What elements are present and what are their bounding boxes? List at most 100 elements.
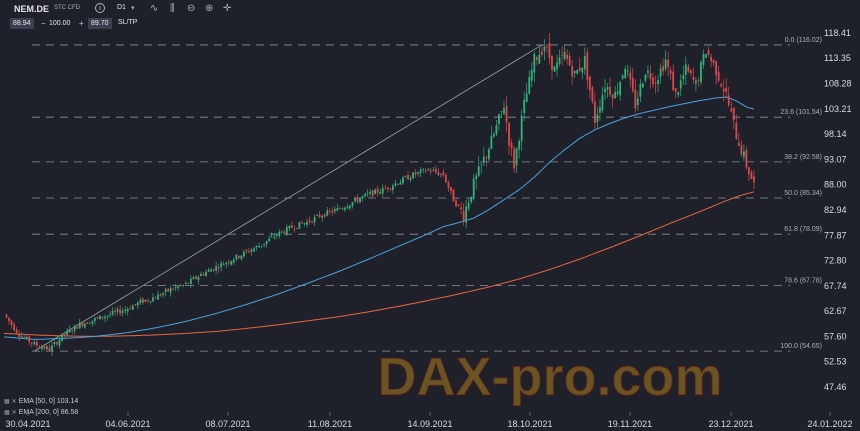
candle[interactable]: [616, 82, 619, 97]
candle[interactable]: [164, 287, 167, 297]
candle[interactable]: [227, 259, 230, 266]
candle[interactable]: [81, 321, 84, 329]
candle[interactable]: [349, 204, 351, 211]
candle[interactable]: [167, 288, 170, 293]
candle[interactable]: [18, 329, 21, 342]
candle[interactable]: [66, 328, 69, 337]
candle[interactable]: [546, 43, 548, 53]
line-chart-icon[interactable]: ∿: [150, 3, 159, 14]
candle[interactable]: [15, 327, 18, 336]
candle[interactable]: [530, 62, 533, 88]
candle[interactable]: [551, 55, 553, 80]
candle[interactable]: [207, 267, 210, 273]
candle[interactable]: [515, 146, 518, 174]
candle[interactable]: [374, 188, 377, 195]
candle[interactable]: [737, 133, 740, 146]
ema-200-legend[interactable]: ▦ ✕ EMA [200, 0] 86.58: [4, 409, 78, 416]
candle[interactable]: [232, 257, 235, 265]
candle[interactable]: [722, 79, 725, 102]
candle[interactable]: [174, 283, 177, 292]
candle[interactable]: [442, 168, 445, 178]
candle[interactable]: [389, 187, 392, 192]
candle[interactable]: [654, 75, 657, 94]
crosshair-icon[interactable]: ✛: [223, 3, 232, 14]
candle[interactable]: [283, 229, 286, 235]
candle[interactable]: [566, 49, 569, 65]
candle[interactable]: [134, 303, 137, 307]
candle[interactable]: [139, 297, 142, 305]
candle[interactable]: [715, 60, 718, 85]
candle[interactable]: [487, 147, 490, 163]
candle[interactable]: [162, 292, 164, 298]
candle[interactable]: [745, 146, 748, 171]
candle[interactable]: [596, 106, 599, 129]
candle[interactable]: [149, 300, 152, 305]
candle[interactable]: [106, 315, 109, 321]
candle[interactable]: [581, 67, 584, 80]
candle[interactable]: [480, 163, 483, 174]
candle[interactable]: [242, 249, 245, 259]
fib-trend-line[interactable]: [34, 44, 543, 352]
candle[interactable]: [346, 203, 349, 210]
candle[interactable]: [20, 332, 23, 339]
candle[interactable]: [278, 229, 281, 239]
candle[interactable]: [159, 292, 162, 297]
candle[interactable]: [439, 173, 442, 178]
candle[interactable]: [46, 344, 48, 351]
candle[interactable]: [571, 60, 574, 85]
candle[interactable]: [311, 220, 313, 224]
bid-price-button[interactable]: 88.94: [10, 18, 34, 29]
candle[interactable]: [364, 192, 367, 199]
candle[interactable]: [303, 222, 306, 227]
candle[interactable]: [523, 91, 526, 121]
candle[interactable]: [270, 232, 273, 238]
candle[interactable]: [321, 214, 324, 222]
candle[interactable]: [250, 247, 253, 256]
candle[interactable]: [556, 54, 558, 77]
candle[interactable]: [116, 306, 119, 316]
candle[interactable]: [399, 179, 402, 185]
candle[interactable]: [568, 52, 571, 67]
candle[interactable]: [177, 285, 180, 292]
candle[interactable]: [614, 86, 617, 99]
candle[interactable]: [215, 261, 218, 275]
candle[interactable]: [588, 76, 591, 100]
candle[interactable]: [38, 344, 41, 348]
candle[interactable]: [705, 53, 707, 59]
settings-icon[interactable]: ▦: [4, 410, 10, 416]
candle[interactable]: [313, 214, 316, 226]
candle[interactable]: [189, 275, 192, 288]
candle[interactable]: [273, 232, 276, 240]
candle[interactable]: [391, 183, 394, 194]
candle[interactable]: [68, 325, 71, 334]
candle[interactable]: [727, 86, 730, 108]
sl-tp-button[interactable]: SL/TP: [118, 19, 138, 26]
candle[interactable]: [634, 79, 637, 114]
candle[interactable]: [697, 77, 700, 87]
candle[interactable]: [222, 261, 225, 266]
ask-price-button[interactable]: 89.70: [88, 18, 112, 29]
symbol-label[interactable]: NEM.DE: [14, 4, 50, 14]
candle[interactable]: [558, 49, 561, 67]
candle[interactable]: [725, 78, 728, 99]
candle[interactable]: [510, 138, 513, 157]
candle[interactable]: [248, 247, 250, 254]
candle[interactable]: [394, 180, 397, 188]
candle[interactable]: [40, 344, 43, 352]
candle[interactable]: [371, 189, 374, 199]
candle[interactable]: [336, 203, 339, 212]
candle[interactable]: [402, 175, 404, 185]
candle[interactable]: [636, 91, 639, 111]
candle[interactable]: [467, 199, 470, 212]
candle[interactable]: [306, 218, 308, 228]
quantity-input[interactable]: 100.00: [49, 20, 71, 27]
settings-icon[interactable]: ▦: [4, 399, 10, 405]
candle[interactable]: [104, 314, 106, 323]
candle[interactable]: [447, 180, 450, 192]
candle[interactable]: [424, 168, 427, 173]
candle[interactable]: [83, 322, 86, 329]
indicators-icon[interactable]: ⫼: [170, 3, 175, 14]
candle[interactable]: [667, 51, 670, 77]
candle[interactable]: [583, 47, 586, 76]
candle[interactable]: [124, 305, 127, 315]
